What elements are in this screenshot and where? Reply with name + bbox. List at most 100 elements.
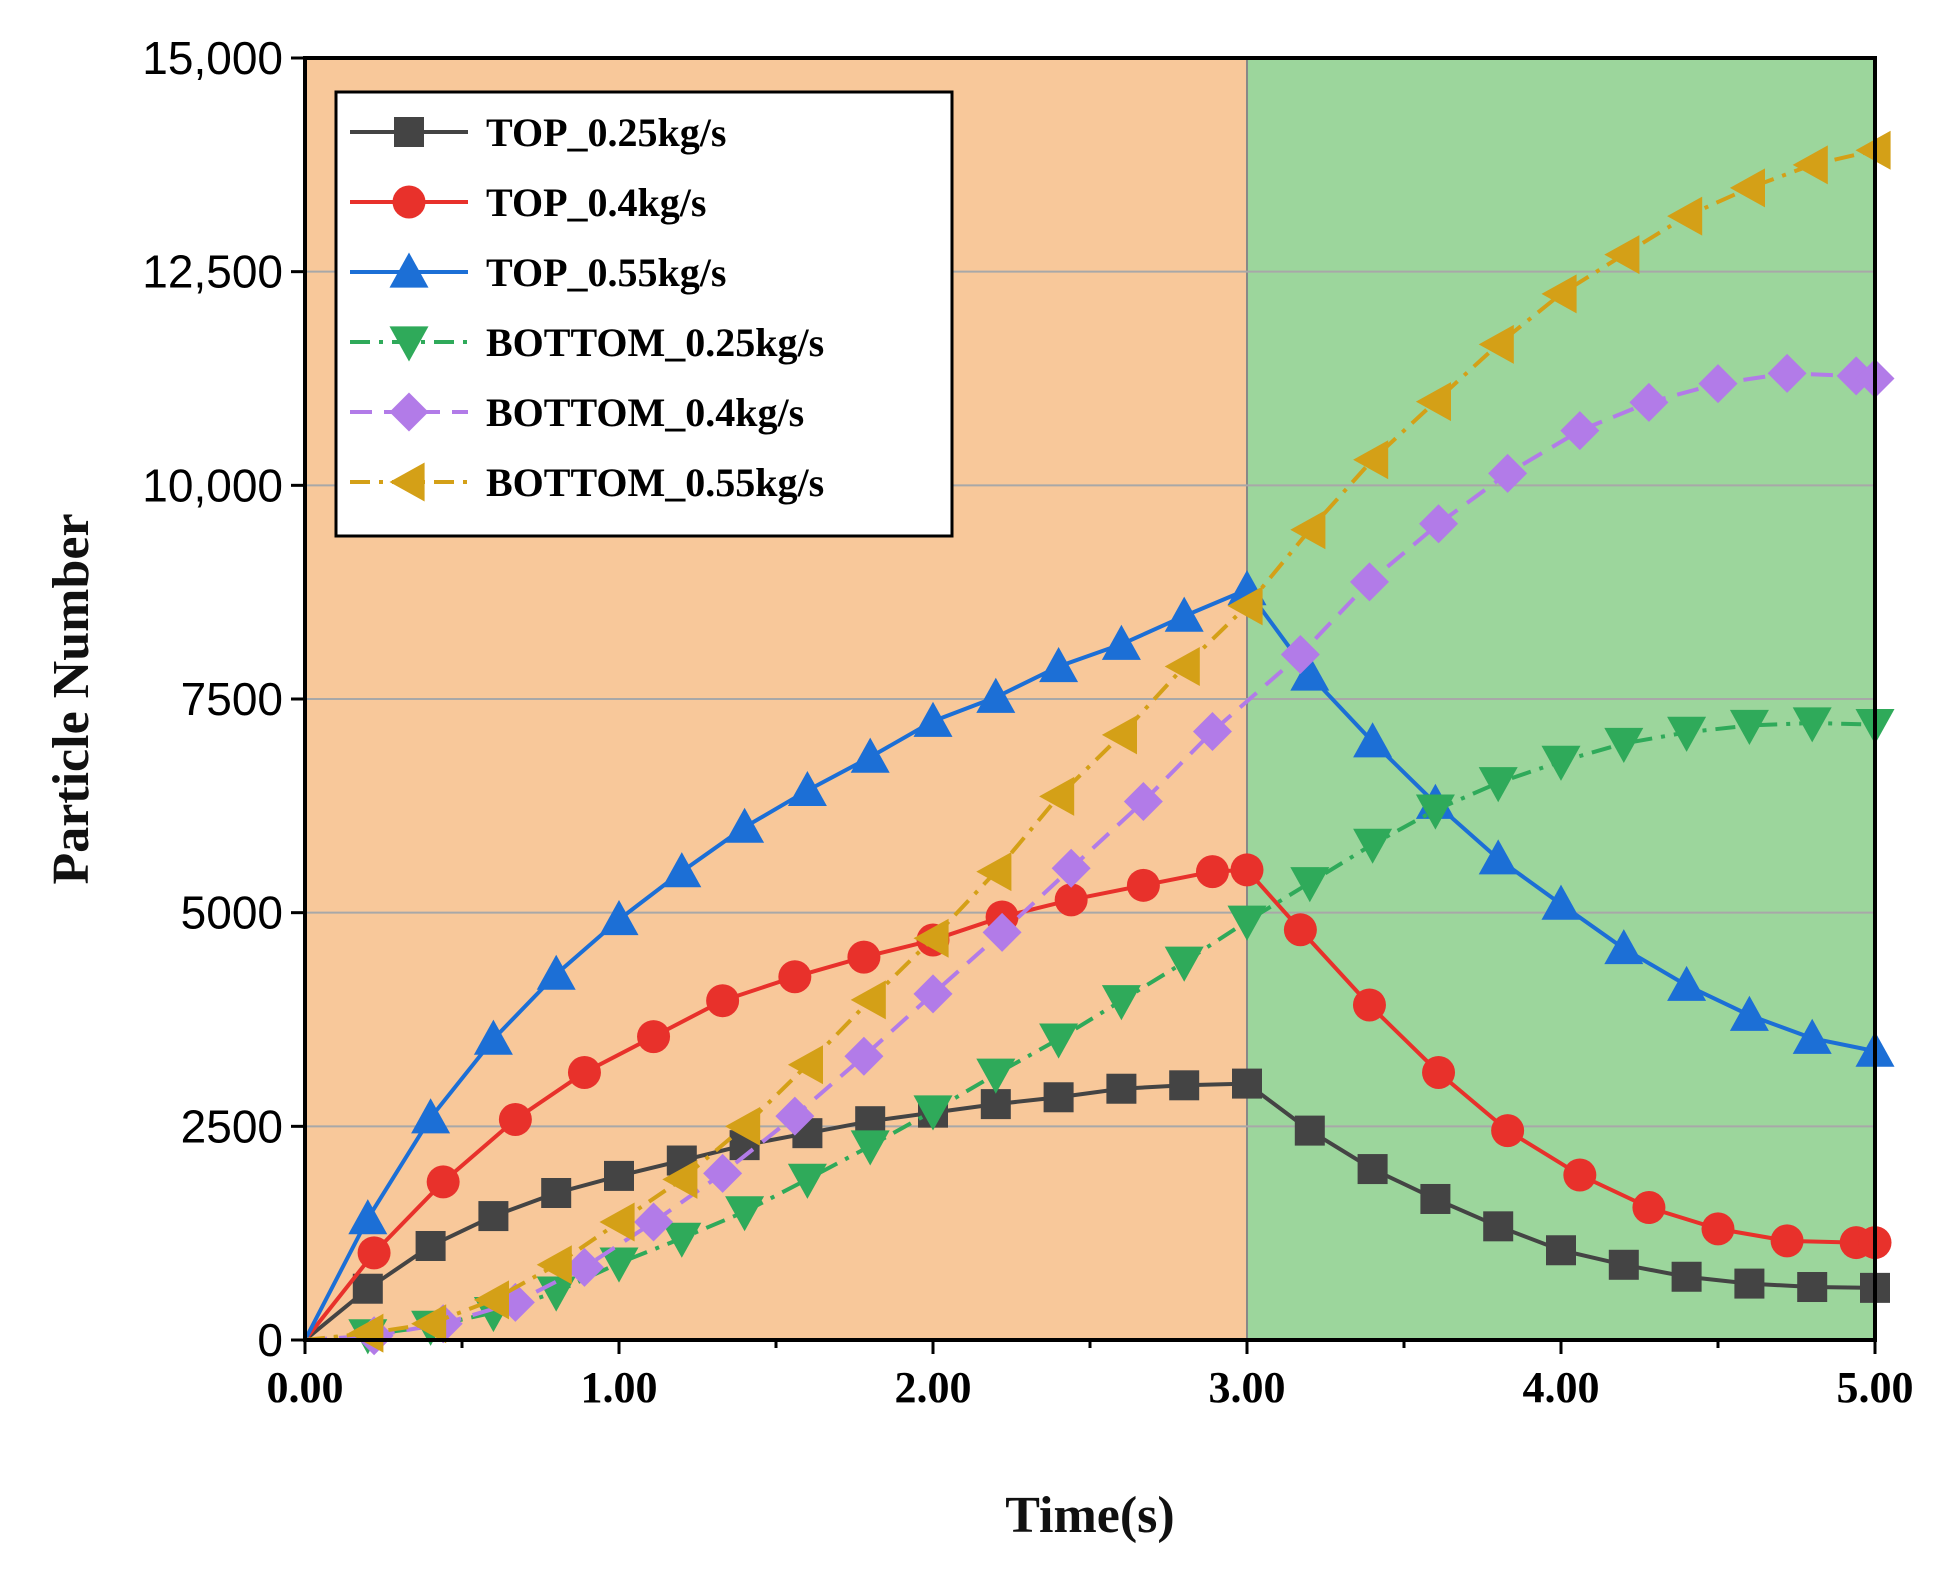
y-tick-label: 5000 xyxy=(181,887,283,939)
data-point xyxy=(787,1163,827,1199)
data-point xyxy=(662,1222,702,1258)
data-point xyxy=(850,980,886,1020)
legend-marker xyxy=(389,326,429,362)
data-point xyxy=(662,1159,698,1199)
data-point xyxy=(1604,929,1644,965)
legend-item[interactable]: TOP_0.25kg/s xyxy=(350,110,726,155)
data-point xyxy=(1541,884,1581,920)
y-tick-label: 7500 xyxy=(181,673,283,725)
data-point xyxy=(1797,1272,1828,1303)
data-point xyxy=(1039,647,1079,683)
data-point xyxy=(976,1058,1016,1094)
data-point xyxy=(1126,868,1160,902)
series-line xyxy=(303,587,1876,1341)
data-point xyxy=(1101,624,1141,660)
x-tick-label: 4.00 xyxy=(1523,1363,1600,1412)
data-point xyxy=(564,1247,604,1287)
data-point xyxy=(1546,1235,1576,1266)
series-3 xyxy=(304,707,1895,1355)
legend-item[interactable]: BOTTOM_0.25kg/s xyxy=(350,320,824,365)
data-point xyxy=(1415,794,1455,830)
legend-box xyxy=(334,90,954,538)
data-point xyxy=(536,954,576,990)
data-point xyxy=(1632,1191,1666,1225)
data-point xyxy=(725,1106,761,1146)
data-point xyxy=(1280,635,1320,675)
legend-item[interactable]: BOTTOM_0.4kg/s xyxy=(350,390,804,435)
series-layer xyxy=(303,130,1895,1356)
data-point xyxy=(1420,1183,1451,1214)
data-point xyxy=(1169,1070,1200,1101)
data-point xyxy=(1283,913,1317,947)
data-point xyxy=(637,1020,671,1054)
data-point xyxy=(1051,848,1091,888)
data-point xyxy=(703,1153,743,1193)
data-point xyxy=(1792,707,1832,743)
data-point xyxy=(844,1036,884,1076)
data-point xyxy=(976,852,1012,892)
series-5 xyxy=(304,130,1891,1353)
y-axis-title: Particle Number xyxy=(43,513,100,884)
data-point xyxy=(1604,727,1644,763)
data-point xyxy=(1415,382,1451,422)
data-point xyxy=(1352,988,1386,1022)
data-point xyxy=(498,1102,532,1136)
data-point xyxy=(982,912,1022,952)
data-point xyxy=(787,1045,823,1085)
data-point xyxy=(426,1165,460,1199)
data-point xyxy=(1770,1224,1804,1258)
series-line xyxy=(304,148,1876,1342)
legend[interactable]: TOP_0.25kg/s TOP_0.4kg/s TOP_0.55kg/s BOTTO… xyxy=(334,90,954,538)
data-point xyxy=(1667,965,1707,1001)
data-point xyxy=(1488,453,1528,493)
data-point xyxy=(415,1230,446,1261)
data-point xyxy=(1478,767,1518,803)
data-point xyxy=(913,918,949,958)
data-point xyxy=(1629,382,1669,422)
legend-label: TOP_0.25kg/s xyxy=(486,110,726,155)
data-point xyxy=(411,1098,451,1134)
data-point xyxy=(599,1247,639,1283)
data-point xyxy=(850,1130,890,1166)
data-point xyxy=(1478,839,1518,875)
data-point xyxy=(567,1055,601,1089)
data-point xyxy=(1483,1211,1514,1242)
axes: 0 2500 5000 7500 10,000 12,500 15,000 0.00 1.00 2… xyxy=(142,32,1913,1412)
data-point xyxy=(1290,655,1330,691)
data-point xyxy=(1541,274,1577,314)
data-point xyxy=(1043,1082,1074,1113)
data-point xyxy=(847,940,881,974)
data-point xyxy=(850,737,890,773)
legend-item[interactable]: TOP_0.4kg/s xyxy=(350,180,706,225)
data-point xyxy=(1729,709,1769,745)
data-point xyxy=(634,1202,674,1242)
data-point xyxy=(1290,510,1326,550)
data-point xyxy=(1039,776,1075,816)
data-point xyxy=(1123,782,1163,822)
data-point xyxy=(1039,1023,1079,1059)
data-point xyxy=(1767,353,1807,393)
x-tick-label: 2.00 xyxy=(895,1363,972,1412)
data-point xyxy=(1192,711,1232,751)
legend-label: BOTTOM_0.4kg/s xyxy=(486,390,804,435)
data-point xyxy=(725,807,765,843)
data-point xyxy=(1667,196,1703,236)
data-point xyxy=(348,1313,384,1353)
legend-item[interactable]: TOP_0.55kg/s xyxy=(350,250,726,295)
data-point xyxy=(1195,855,1229,889)
data-point xyxy=(662,852,702,888)
data-point xyxy=(473,1280,509,1320)
data-point xyxy=(1232,1068,1262,1099)
data-point xyxy=(1563,1158,1597,1192)
data-point xyxy=(775,1096,815,1136)
data-point xyxy=(1419,504,1459,544)
data-point xyxy=(1164,647,1200,687)
legend-item[interactable]: BOTTOM_0.55kg/s xyxy=(350,460,824,505)
data-point xyxy=(1353,722,1393,758)
data-point xyxy=(1106,1073,1137,1104)
data-point xyxy=(1101,715,1137,755)
data-point xyxy=(1290,867,1330,903)
legend-label: BOTTOM_0.25kg/s xyxy=(486,320,824,365)
data-point xyxy=(1101,985,1141,1021)
y-tick-label: 12,500 xyxy=(142,246,283,298)
